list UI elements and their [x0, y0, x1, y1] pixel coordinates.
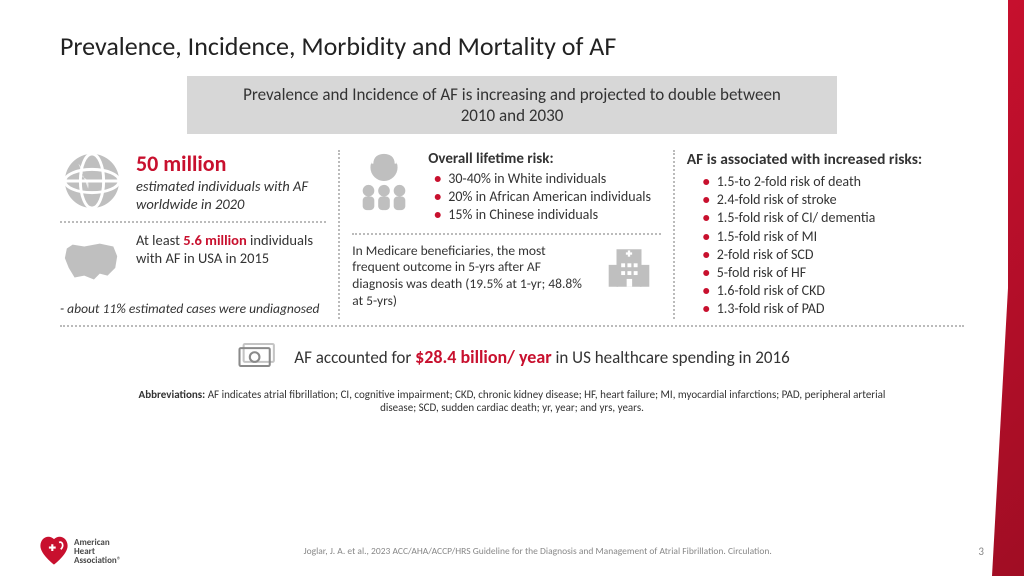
cost-text: AF accounted for $28.4 billion/ year in …	[294, 346, 789, 368]
col-prevalence: 50 million estimated individuals with AF…	[60, 150, 340, 319]
page-number: 3	[954, 545, 984, 558]
medicare-text: In Medicare beneficiaries, the most freq…	[352, 243, 584, 311]
page-title: Prevalence, Incidence, Morbidity and Mor…	[60, 30, 964, 62]
risk-item: 20% in African American individuals	[434, 188, 651, 206]
assoc-list: 1.5-to 2-fold risk of death 2.4-fold ris…	[687, 173, 964, 319]
divider	[352, 233, 660, 235]
footer: AmericanHeartAssociation® Joglar, J. A. …	[0, 534, 1024, 568]
usa-lead: At least	[136, 231, 183, 249]
aha-name: AmericanHeartAssociation®	[74, 538, 121, 565]
assoc-item: 1.5-fold risk of CI/ dementia	[703, 209, 964, 227]
people-globe-icon	[352, 150, 416, 212]
columns: 50 million estimated individuals with AF…	[60, 150, 964, 319]
assoc-head: AF is associated with increased risks:	[687, 150, 964, 169]
abbrev-text: AF indicates atrial fibrillation; CI, co…	[205, 388, 885, 415]
usa-map-icon	[60, 231, 124, 293]
usa-text: At least 5.6 million individuals with AF…	[136, 231, 326, 267]
abbrev-label: Abbreviations:	[139, 388, 206, 401]
medicare-stat: In Medicare beneficiaries, the most freq…	[352, 243, 660, 311]
banner: Prevalence and Incidence of AF is increa…	[187, 76, 838, 134]
world-headline: 50 million	[136, 150, 326, 177]
slide-body: Prevalence, Incidence, Morbidity and Mor…	[0, 0, 1024, 576]
assoc-item: 2.4-fold risk of stroke	[703, 191, 964, 209]
assoc-item: 1.5-to 2-fold risk of death	[703, 173, 964, 191]
money-icon	[234, 337, 278, 378]
aha-logo: AmericanHeartAssociation®	[40, 534, 121, 568]
usa-stat: At least 5.6 million individuals with AF…	[60, 231, 326, 293]
risk-item: 30-40% in White individuals	[434, 170, 651, 188]
risk-list: 30-40% in White individuals 20% in Afric…	[428, 170, 651, 225]
divider	[60, 221, 326, 223]
globe-icon	[60, 150, 124, 212]
usa-num: 5.6 million	[183, 231, 246, 249]
assoc-item: 1.5-fold risk of MI	[703, 228, 964, 246]
assoc-item: 1.3-fold risk of PAD	[703, 300, 964, 318]
cost-post: in US healthcare spending in 2016	[552, 347, 790, 368]
col-associated-risks: AF is associated with increased risks: 1…	[675, 150, 964, 319]
citation: Joglar, J. A. et al., 2023 ACC/AHA/ACCP/…	[121, 545, 954, 557]
world-stat: 50 million estimated individuals with AF…	[60, 150, 326, 213]
lifetime-risk: Overall lifetime risk: 30-40% in White i…	[352, 150, 660, 225]
assoc-item: 2-fold risk of SCD	[703, 246, 964, 264]
usa-footnote: - about 11% estimated cases were undiagn…	[60, 301, 326, 318]
assoc-item: 1.6-fold risk of CKD	[703, 282, 964, 300]
cost-amount: $28.4 billion/ year	[415, 346, 552, 368]
abbreviations: Abbreviations: AF indicates atrial fibri…	[60, 388, 964, 416]
assoc-item: 5-fold risk of HF	[703, 264, 964, 282]
cost-row: AF accounted for $28.4 billion/ year in …	[60, 325, 964, 378]
col-risk: Overall lifetime risk: 30-40% in White i…	[340, 150, 674, 319]
risk-head: Overall lifetime risk:	[428, 150, 651, 168]
risk-item: 15% in Chinese individuals	[434, 206, 651, 224]
hospital-icon	[597, 243, 661, 293]
cost-pre: AF accounted for	[294, 347, 415, 368]
world-sub: estimated individuals with AF worldwide …	[136, 177, 326, 213]
